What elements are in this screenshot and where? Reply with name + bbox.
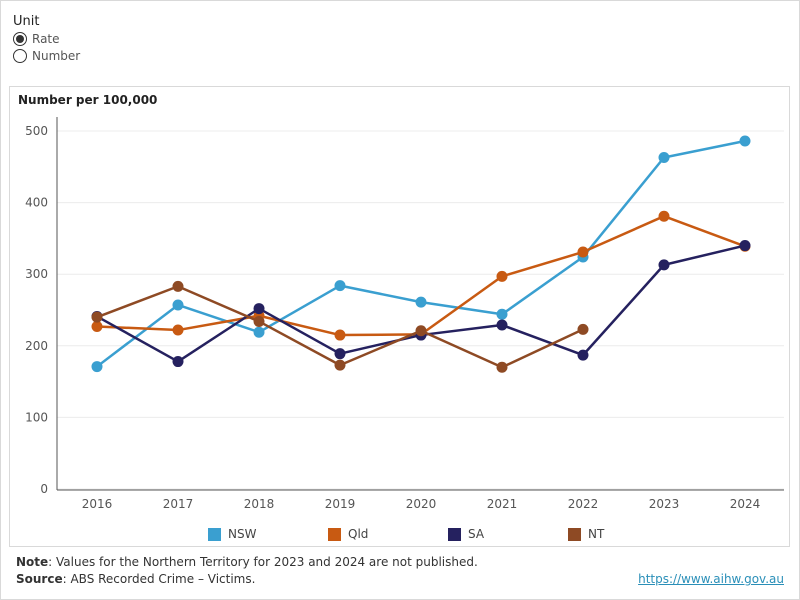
- data-point-nsw: [334, 280, 346, 292]
- unit-selector-title: Unit: [13, 14, 40, 29]
- radio-unselected-icon[interactable]: [13, 49, 27, 63]
- data-point-nt: [577, 323, 589, 335]
- legend-item-nt[interactable]: NT: [568, 527, 604, 541]
- legend-swatch: [328, 527, 341, 541]
- note-text: : Values for the Northern Territory for …: [48, 555, 478, 569]
- footer-source: Source: ABS Recorded Crime – Victims.: [16, 572, 255, 586]
- legend-item-qld[interactable]: Qld: [328, 527, 368, 541]
- note-label: Note: [16, 555, 49, 569]
- footer-note: Note: Values for the Northern Territory …: [16, 555, 478, 569]
- data-point-nsw: [658, 151, 670, 163]
- data-point-nt: [253, 315, 265, 327]
- x-tick-label: 2017: [163, 497, 194, 511]
- x-tick-label: 2024: [730, 497, 761, 511]
- y-tick-label: 300: [25, 267, 48, 281]
- data-point-nsw: [496, 308, 508, 320]
- y-tick-label: 500: [25, 124, 48, 138]
- data-point-sa: [496, 319, 508, 331]
- data-point-sa: [577, 349, 589, 361]
- x-tick-label: 2019: [325, 497, 356, 511]
- aihw-link[interactable]: https://www.aihw.gov.au: [638, 572, 784, 586]
- legend-label: NSW: [228, 527, 257, 541]
- data-point-sa: [739, 240, 751, 252]
- data-point-sa: [172, 356, 184, 368]
- data-point-nsw: [415, 296, 427, 308]
- data-point-sa: [658, 259, 670, 271]
- y-axis-title: Number per 100,000: [18, 93, 158, 107]
- data-point-nsw: [739, 135, 751, 147]
- unit-option-rate[interactable]: Rate: [13, 32, 60, 46]
- legend-swatch: [448, 527, 461, 541]
- data-point-nt: [172, 280, 184, 292]
- legend-label: NT: [588, 527, 605, 541]
- x-tick-label: 2020: [406, 497, 437, 511]
- data-point-qld: [172, 324, 184, 336]
- data-point-nsw: [172, 299, 184, 311]
- unit-option-number[interactable]: Number: [13, 49, 80, 63]
- source-text: : ABS Recorded Crime – Victims.: [62, 572, 256, 586]
- data-point-nsw: [91, 361, 103, 373]
- legend-swatch: [568, 527, 581, 541]
- data-point-sa: [253, 303, 265, 315]
- source-label: Source: [16, 572, 63, 586]
- legend-swatch: [208, 527, 221, 541]
- x-tick-label: 2022: [568, 497, 599, 511]
- series-line-qld: [96, 214, 746, 337]
- radio-selected-icon[interactable]: [13, 32, 27, 46]
- data-point-qld: [91, 320, 103, 332]
- unit-option-label: Rate: [32, 32, 60, 46]
- unit-option-label: Number: [32, 49, 81, 63]
- data-point-qld: [334, 329, 346, 341]
- x-tick-label: 2018: [244, 497, 275, 511]
- y-tick-label: 400: [25, 196, 48, 210]
- data-point-nt: [334, 359, 346, 371]
- data-point-nt: [91, 311, 103, 323]
- data-point-qld: [658, 210, 670, 222]
- legend-label: Qld: [348, 527, 369, 541]
- legend-label: SA: [468, 527, 485, 541]
- data-point-qld: [496, 270, 508, 282]
- y-tick-label: 0: [40, 482, 48, 496]
- x-tick-label: 2021: [487, 497, 518, 511]
- data-point-nsw: [253, 326, 265, 338]
- data-point-nt: [496, 361, 508, 373]
- data-point-sa: [334, 348, 346, 360]
- y-tick-label: 100: [25, 410, 48, 424]
- data-point-qld: [577, 246, 589, 258]
- x-tick-label: 2016: [82, 497, 113, 511]
- legend-item-sa[interactable]: SA: [448, 527, 484, 541]
- legend-item-nsw[interactable]: NSW: [208, 527, 256, 541]
- data-point-nt: [415, 325, 427, 337]
- y-tick-label: 200: [25, 339, 48, 353]
- chart-panel: [9, 86, 790, 547]
- x-tick-label: 2023: [649, 497, 680, 511]
